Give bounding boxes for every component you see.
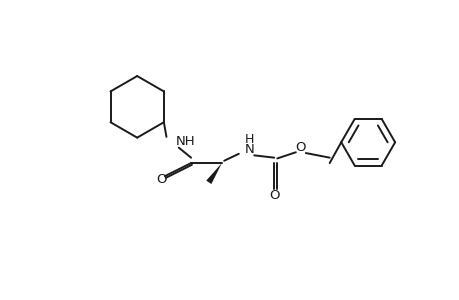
Text: H: H: [244, 134, 254, 146]
Text: O: O: [295, 141, 305, 154]
Text: O: O: [156, 173, 167, 186]
Text: N: N: [244, 143, 254, 156]
Text: O: O: [269, 189, 279, 202]
Polygon shape: [206, 163, 221, 184]
Text: NH: NH: [175, 135, 195, 148]
